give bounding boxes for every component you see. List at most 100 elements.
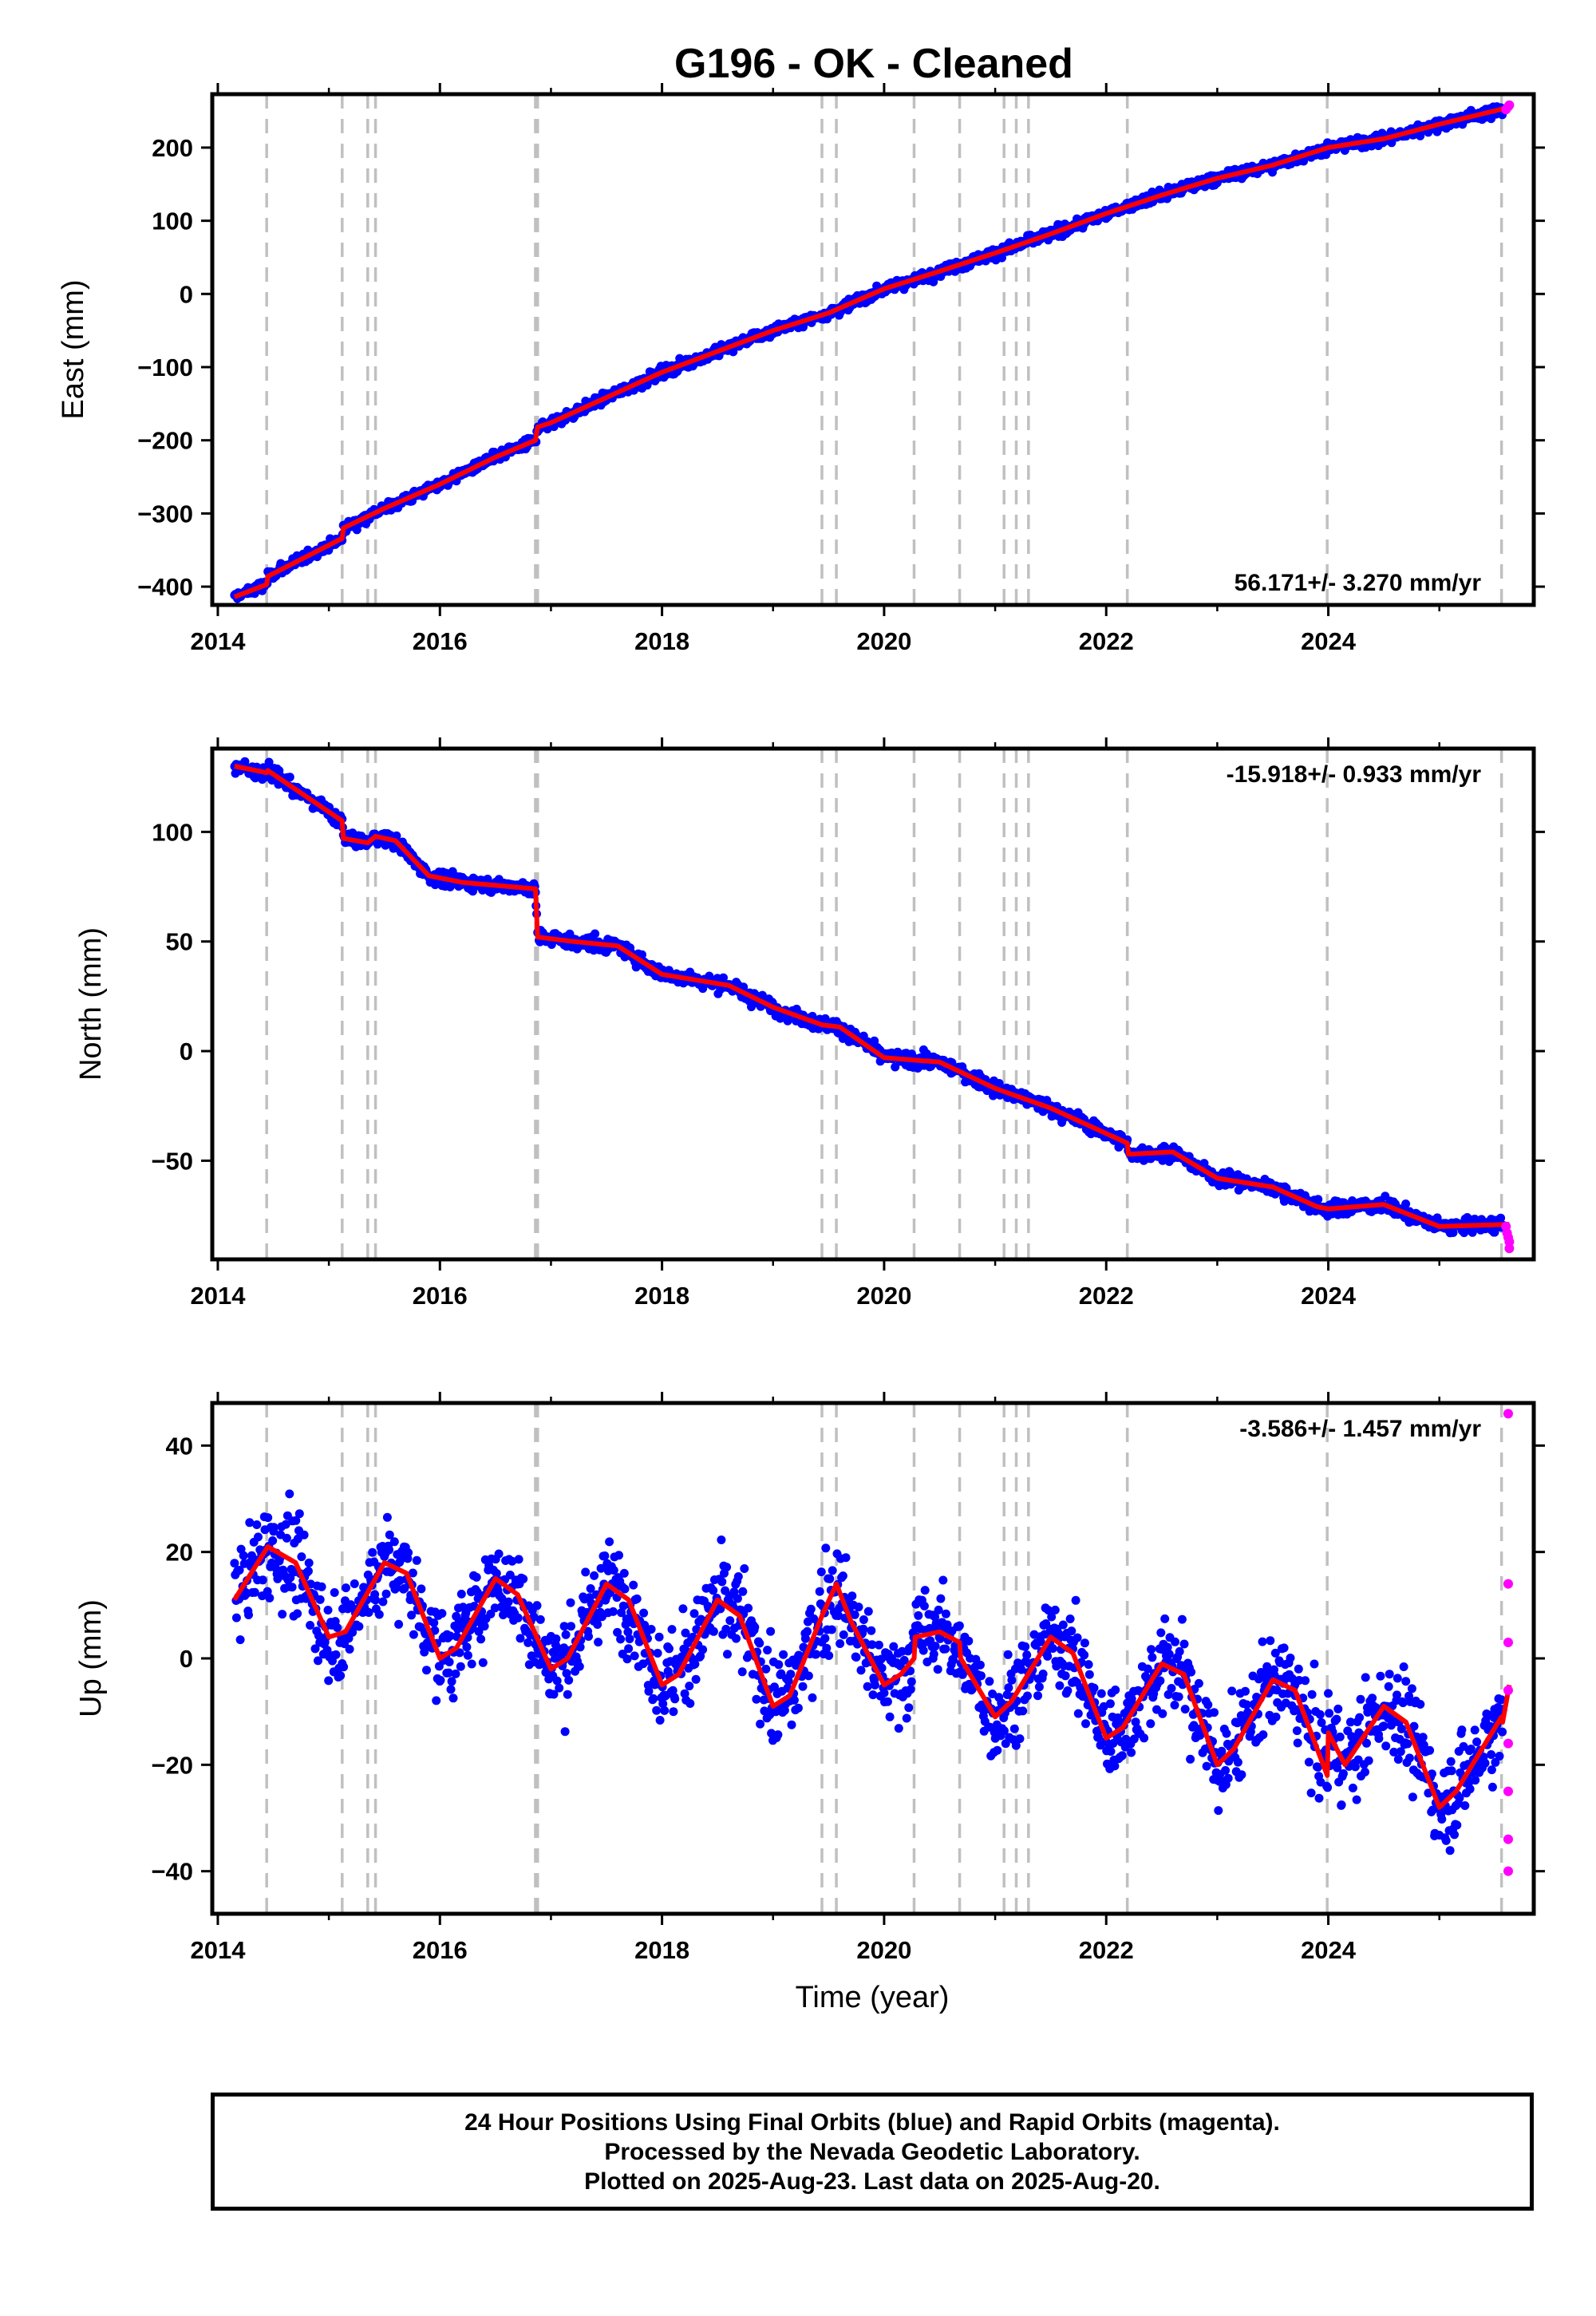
final-orbit-point	[752, 1694, 761, 1704]
final-orbit-point	[371, 1595, 380, 1605]
final-orbit-point	[1237, 1770, 1246, 1780]
final-orbit-point	[385, 1545, 394, 1555]
final-orbit-point	[906, 1685, 915, 1694]
final-orbit-point	[1214, 1806, 1223, 1816]
final-orbit-point	[1050, 1605, 1060, 1614]
rate-label: 56.171+/- 3.270 mm/yr	[1235, 570, 1482, 596]
final-orbit-point	[941, 1644, 950, 1654]
final-orbit-point	[563, 1690, 572, 1699]
final-orbit-point	[265, 1593, 275, 1603]
final-orbit-points	[230, 102, 1508, 603]
final-orbit-point	[254, 1532, 263, 1542]
final-orbit-point	[934, 1605, 943, 1614]
final-orbit-point	[323, 1606, 333, 1614]
rate-label: -15.918+/- 0.933 mm/yr	[1227, 761, 1482, 788]
final-orbit-point	[816, 1567, 826, 1577]
final-orbit-point	[432, 1696, 441, 1705]
final-orbit-point	[1160, 1614, 1170, 1623]
final-orbit-point	[354, 1622, 364, 1631]
final-orbit-point	[456, 1662, 465, 1671]
x-tick-label: 2014	[190, 1282, 246, 1310]
final-orbit-point	[709, 1626, 718, 1636]
final-orbit-point	[616, 1634, 626, 1644]
final-orbit-point	[630, 1651, 639, 1661]
x-tick-label: 2018	[634, 627, 689, 655]
final-orbit-point	[1033, 1691, 1042, 1701]
final-orbit-point	[665, 1644, 674, 1654]
final-orbit-point	[462, 1642, 472, 1652]
final-orbit-point	[863, 1682, 872, 1691]
final-orbit-point	[653, 1649, 662, 1658]
final-orbit-point	[1164, 1650, 1174, 1659]
final-orbit-point	[342, 1583, 350, 1593]
final-orbit-point	[374, 1610, 384, 1619]
final-orbit-point	[1174, 1692, 1183, 1701]
final-orbit-point	[467, 1659, 476, 1669]
final-orbit-point	[269, 1523, 279, 1532]
final-orbit-point	[639, 1608, 649, 1618]
final-orbit-point	[252, 1520, 262, 1529]
final-orbit-point	[723, 1650, 732, 1659]
final-orbit-point	[1018, 1706, 1028, 1716]
final-orbit-point	[1023, 1691, 1032, 1701]
final-orbit-point	[685, 1699, 695, 1708]
final-orbit-point	[766, 1626, 776, 1636]
final-orbit-point	[447, 1677, 456, 1686]
final-orbit-point	[444, 1658, 454, 1666]
final-orbit-point	[1301, 1676, 1310, 1686]
final-orbit-point	[929, 1650, 938, 1659]
final-orbit-point	[936, 1594, 946, 1603]
final-orbit-point	[1015, 1734, 1025, 1744]
final-orbit-point	[1222, 1729, 1231, 1738]
final-orbit-point	[1203, 1700, 1213, 1709]
final-orbit-point	[456, 1589, 466, 1599]
y-tick-label: 0	[180, 1037, 193, 1065]
final-orbit-point	[303, 1567, 313, 1576]
final-orbit-point	[1071, 1595, 1080, 1605]
model-fit-line	[233, 105, 1511, 599]
final-orbit-point	[504, 1597, 513, 1607]
final-orbit-point	[1058, 1620, 1068, 1630]
x-tick-label: 2024	[1301, 1282, 1357, 1310]
final-orbit-point	[1186, 1754, 1195, 1764]
final-orbit-point	[867, 1626, 876, 1635]
x-tick-label: 2016	[413, 627, 468, 655]
final-orbit-point	[1294, 1664, 1303, 1674]
final-orbit-point	[863, 1607, 873, 1616]
final-orbit-point	[436, 1675, 445, 1685]
final-orbit-point	[804, 1671, 813, 1681]
final-orbit-point	[294, 1509, 304, 1519]
final-orbit-point	[339, 1662, 349, 1672]
final-orbit-point	[1073, 1633, 1082, 1642]
final-orbit-point	[1177, 1614, 1187, 1624]
final-orbit-point	[555, 1683, 564, 1693]
final-orbit-point	[560, 1727, 570, 1737]
final-orbit-point	[263, 1513, 273, 1523]
final-orbit-point	[902, 1713, 911, 1723]
final-orbit-point	[331, 1650, 341, 1659]
rapid-orbit-point	[1504, 100, 1515, 110]
final-orbit-point	[1021, 1642, 1030, 1651]
final-orbit-point	[756, 1719, 765, 1729]
x-tick-label: 2014	[190, 627, 246, 655]
y-axis-title: North (mm)	[74, 927, 108, 1081]
final-orbit-point	[304, 1558, 314, 1567]
final-orbit-point	[870, 1680, 879, 1690]
final-orbit-point	[394, 1619, 404, 1629]
final-orbit-point	[409, 1630, 418, 1639]
final-orbit-point	[1241, 1686, 1250, 1696]
final-orbit-point	[868, 1690, 878, 1700]
final-orbit-point	[1293, 1738, 1302, 1748]
y-tick-label: 100	[152, 207, 193, 235]
final-orbit-point	[1105, 1699, 1115, 1709]
final-orbit-point	[317, 1582, 326, 1591]
final-orbit-point	[820, 1634, 830, 1643]
final-orbit-point	[1258, 1730, 1268, 1740]
final-orbit-point	[822, 1643, 832, 1653]
final-orbit-point	[1292, 1726, 1302, 1736]
final-orbit-point	[847, 1591, 857, 1601]
final-orbit-point	[336, 1671, 346, 1681]
final-orbit-point	[330, 1588, 339, 1597]
final-orbit-point	[993, 1745, 1002, 1755]
